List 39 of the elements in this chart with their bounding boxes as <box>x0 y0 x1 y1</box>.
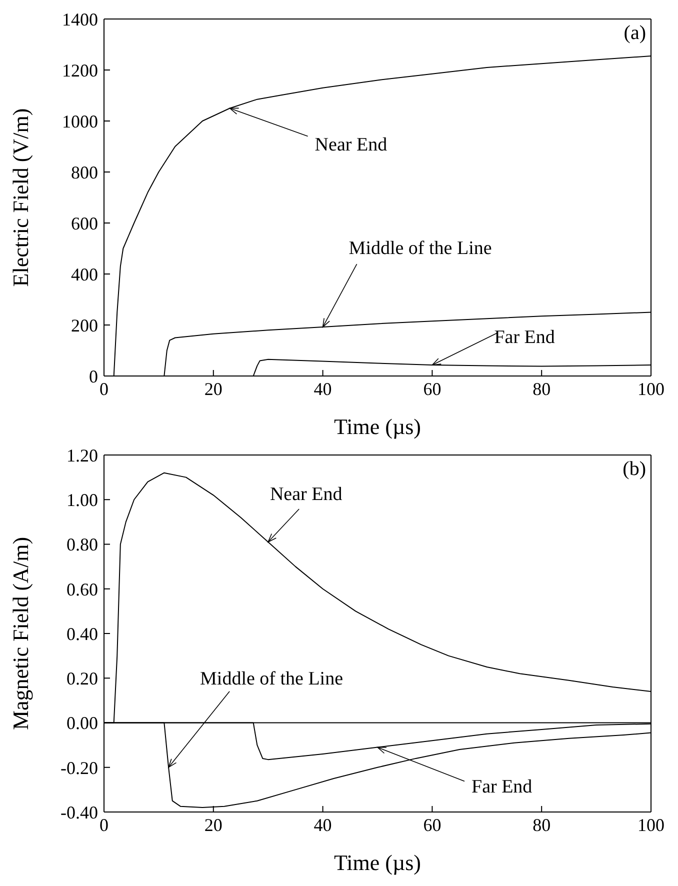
annotation: Middle of the Line <box>348 238 492 260</box>
y-tick-label: 0.40 <box>66 624 98 644</box>
y-tick-label: 400 <box>71 264 98 284</box>
y-tick-label: 1200 <box>62 60 98 80</box>
x-tick-label: 80 <box>532 814 551 835</box>
annotation: Near End <box>314 134 388 156</box>
annotation: Middle of the Line <box>200 668 344 690</box>
x-tick-label: 40 <box>314 378 332 399</box>
chart-title: (a) <box>624 22 646 45</box>
y-tick-label: 0.60 <box>66 579 98 600</box>
x-tick-label: 40 <box>314 814 332 835</box>
chart-title: (b) <box>622 458 646 481</box>
annotation: Far End <box>472 776 533 798</box>
annotation: Near End <box>270 484 343 506</box>
x-tick-label: 60 <box>423 378 442 399</box>
y-tick-label: 0.20 <box>66 668 98 689</box>
y-tick-label: 1000 <box>62 111 98 132</box>
y-axis-title: Electric Field (V/m) <box>8 108 33 287</box>
x-axis-title: Time (µs) <box>334 414 422 439</box>
y-tick-label: -0.40 <box>60 802 98 822</box>
y-tick-label: 1.20 <box>66 445 98 466</box>
y-tick-label: 1400 <box>62 9 98 30</box>
y-tick-label: -0.20 <box>60 758 98 778</box>
y-tick-label: 200 <box>71 315 98 336</box>
x-tick-label: 100 <box>638 814 664 835</box>
x-tick-label: 100 <box>638 378 664 399</box>
annotation: Far End <box>494 327 556 348</box>
y-tick-label: 600 <box>71 213 98 234</box>
y-tick-label: 1.00 <box>66 490 98 510</box>
y-axis-title: Magnetic Field (A/m) <box>8 536 33 730</box>
y-tick-label: 0.80 <box>66 534 98 555</box>
y-tick-label: 800 <box>71 162 98 182</box>
x-tick-label: 60 <box>423 814 442 835</box>
x-tick-label: 80 <box>532 378 551 399</box>
x-axis-title: Time (µs) <box>334 850 422 875</box>
y-tick-label: 0.00 <box>66 713 98 734</box>
y-tick-label: 0 <box>89 366 98 386</box>
x-tick-label: 20 <box>204 814 222 835</box>
x-tick-label: 20 <box>204 378 222 399</box>
